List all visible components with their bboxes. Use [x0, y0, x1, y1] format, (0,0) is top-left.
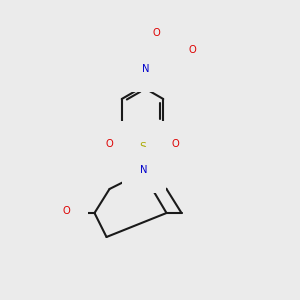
Text: H: H: [130, 64, 136, 73]
Text: O: O: [106, 139, 113, 149]
Text: O: O: [152, 28, 160, 38]
Text: N: N: [140, 165, 148, 175]
Text: O: O: [63, 206, 70, 216]
Text: N: N: [142, 64, 150, 74]
Text: O: O: [188, 45, 196, 55]
Text: O: O: [172, 139, 179, 149]
Text: S: S: [139, 142, 146, 152]
